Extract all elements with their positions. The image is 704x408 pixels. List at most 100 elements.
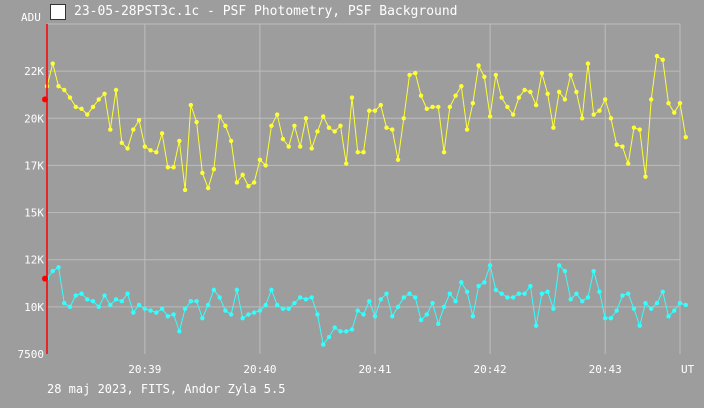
data-point	[73, 104, 78, 110]
data-point	[459, 280, 464, 285]
data-point	[574, 291, 579, 296]
axis-markers	[42, 96, 48, 282]
data-point	[631, 306, 637, 311]
data-point	[464, 289, 470, 294]
data-point	[654, 53, 660, 59]
data-point	[56, 265, 61, 270]
data-point	[234, 180, 240, 185]
data-point	[148, 308, 153, 313]
x-axis-label: UT	[681, 363, 695, 376]
data-point	[378, 102, 383, 108]
data-point	[430, 104, 435, 110]
data-point	[660, 57, 665, 63]
data-point	[591, 268, 596, 274]
data-point	[67, 304, 73, 310]
data-point	[378, 297, 383, 302]
data-point	[602, 315, 608, 321]
data-point	[326, 125, 332, 130]
data-point	[620, 293, 625, 298]
data-point	[562, 97, 568, 102]
data-point	[608, 116, 614, 121]
data-point	[602, 97, 608, 102]
data-point	[372, 108, 378, 113]
data-point	[441, 304, 447, 310]
data-point	[298, 144, 303, 149]
data-point	[447, 291, 453, 296]
data-point	[108, 127, 113, 132]
data-point	[643, 174, 648, 179]
data-point	[505, 295, 510, 300]
axis-marker	[42, 275, 48, 282]
data-point	[102, 91, 107, 96]
data-point	[672, 110, 677, 115]
data-point	[551, 306, 556, 311]
data-point	[470, 314, 476, 319]
data-point	[499, 95, 504, 100]
series-group	[44, 53, 688, 347]
data-point	[119, 299, 125, 304]
data-point	[332, 129, 337, 134]
data-point	[579, 116, 585, 121]
data-point	[453, 299, 458, 304]
data-point	[355, 150, 360, 155]
grid	[47, 23, 681, 354]
data-point	[597, 289, 602, 294]
app-logo-icon[interactable]	[50, 4, 66, 20]
data-point	[424, 312, 429, 317]
data-point	[401, 116, 406, 121]
data-point	[205, 185, 211, 191]
data-point	[142, 306, 148, 311]
data-point	[384, 125, 389, 130]
y-tick-label: 12K	[24, 254, 44, 267]
data-point	[418, 317, 424, 323]
data-point	[677, 101, 683, 106]
data-point	[240, 172, 245, 178]
data-point	[666, 314, 671, 319]
data-point	[131, 310, 136, 315]
data-point	[568, 297, 573, 302]
data-point	[355, 308, 360, 313]
data-point	[154, 310, 159, 315]
data-point	[574, 89, 579, 95]
data-point	[188, 299, 194, 304]
data-point	[516, 95, 522, 100]
data-point	[303, 116, 309, 121]
y-ticks: 7500 10K 12K 15K 17K 20K 22K	[18, 65, 45, 361]
data-point	[637, 323, 642, 328]
data-point	[223, 308, 228, 313]
data-point	[269, 123, 274, 129]
data-point	[79, 291, 84, 296]
y-tick-label: 10K	[24, 301, 44, 314]
data-point	[545, 91, 550, 96]
data-point	[200, 315, 205, 321]
data-point	[493, 72, 499, 78]
y-tick-label: 20K	[24, 112, 44, 125]
data-point	[401, 295, 406, 300]
data-point	[361, 312, 366, 317]
data-point	[608, 315, 614, 321]
data-point	[395, 304, 401, 310]
data-point	[516, 291, 522, 296]
data-point	[522, 87, 527, 93]
data-point	[85, 112, 90, 117]
data-point	[194, 119, 199, 125]
data-point	[349, 95, 355, 100]
data-point	[344, 161, 349, 166]
data-point	[217, 295, 222, 300]
x-ticks: 20:39 20:40 20:41 20:42 20:43	[128, 363, 621, 376]
data-point	[568, 72, 573, 78]
data-point	[165, 314, 171, 319]
data-point	[159, 131, 165, 136]
data-point	[528, 89, 533, 95]
axis-marker	[42, 96, 48, 103]
data-point	[413, 295, 418, 300]
data-point	[217, 114, 222, 119]
data-point	[315, 312, 320, 317]
data-point	[136, 117, 142, 123]
data-point	[211, 167, 217, 172]
data-point	[246, 183, 251, 189]
data-point	[677, 300, 683, 306]
data-point	[263, 163, 268, 168]
data-point	[470, 101, 476, 106]
data-point	[171, 312, 176, 317]
